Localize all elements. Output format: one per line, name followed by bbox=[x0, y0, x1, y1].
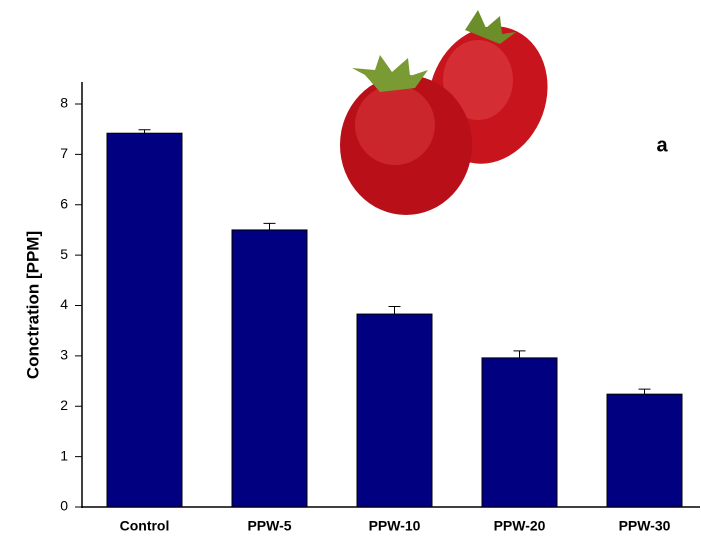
y-tick-label: 3 bbox=[60, 347, 68, 363]
x-tick-label: PPW-30 bbox=[619, 518, 671, 534]
x-tick-label: Control bbox=[120, 518, 170, 534]
y-tick-label: 5 bbox=[60, 246, 68, 262]
y-tick-label: 2 bbox=[60, 397, 68, 413]
y-axis-label: Conctration [PPM] bbox=[23, 231, 42, 379]
y-tick-label: 6 bbox=[60, 195, 68, 211]
y-tick-label: 1 bbox=[60, 447, 68, 463]
annotation: a bbox=[656, 134, 668, 156]
strawberry-image bbox=[340, 10, 548, 215]
bar bbox=[106, 132, 183, 508]
error-bar bbox=[638, 388, 651, 395]
error-bar bbox=[513, 350, 526, 358]
bar bbox=[231, 229, 308, 508]
error-bar bbox=[263, 222, 276, 230]
bar bbox=[356, 313, 433, 508]
x-tick-label: PPW-10 bbox=[369, 518, 421, 534]
y-tick-label: 4 bbox=[60, 296, 68, 312]
y-tick-label: 0 bbox=[60, 498, 68, 514]
bar bbox=[606, 393, 683, 508]
error-bar bbox=[138, 129, 151, 134]
x-tick-label: PPW-5 bbox=[247, 518, 291, 534]
y-tick-label: 8 bbox=[60, 95, 68, 111]
y-tick-label: 7 bbox=[60, 145, 68, 161]
bar bbox=[481, 357, 558, 508]
error-bar bbox=[388, 306, 401, 315]
x-tick-label: PPW-20 bbox=[494, 518, 546, 534]
